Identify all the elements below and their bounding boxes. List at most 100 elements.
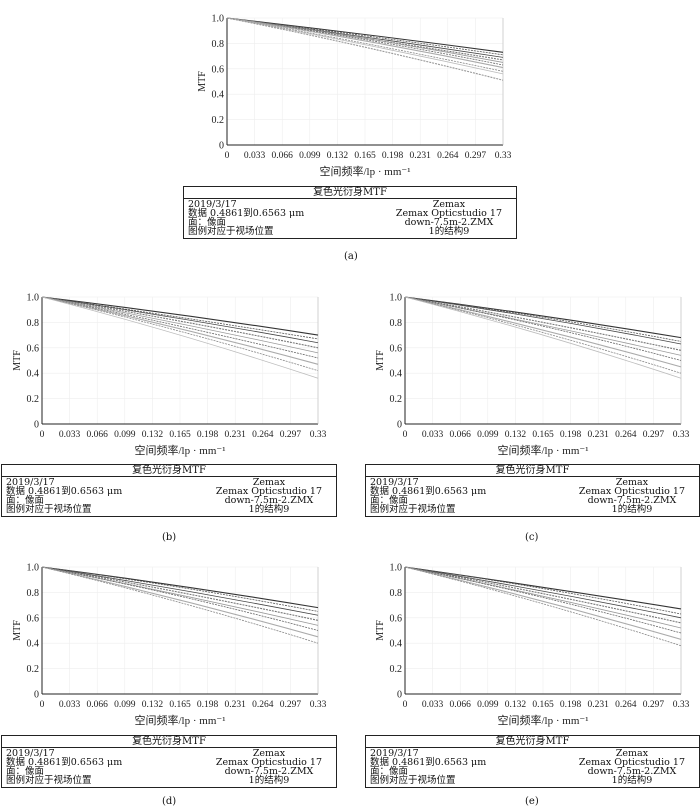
y-axis-label: MTF bbox=[197, 71, 208, 92]
legend-box: 复色光衍身MTF 2019/3/17 数据 0.4861到0.6563 μm 面：像面… bbox=[183, 186, 517, 239]
mtf-series-line bbox=[404, 566, 682, 629]
legend-source-line: 1的结构9 bbox=[611, 775, 653, 786]
legend-title: 复色光衍身MTF bbox=[184, 187, 516, 199]
legend-info-line: 图例对应于视场位置 bbox=[6, 775, 92, 786]
legend-source-line: Zemax Opticstudio 17 bbox=[395, 208, 502, 219]
legend-source-line: down-7.5m-2.ZMX bbox=[404, 217, 494, 228]
mtf-chart-3: 0 0.033 0.066 0.099 0.132 0.165 0.198 0.231 0.26… bbox=[12, 563, 327, 728]
legend-box: 复色光衍身MTF 2019/3/17 数据 0.4861到0.6563 μm 面：像面… bbox=[365, 464, 700, 517]
x-tick-label: 0.198 bbox=[560, 700, 582, 710]
legend-source-line: Zemax bbox=[615, 748, 649, 759]
x-tick-label: 0.297 bbox=[280, 700, 302, 710]
legend-info-line: 2019/3/17 bbox=[370, 477, 419, 488]
y-tick-label: 0.2 bbox=[390, 664, 403, 675]
mtf-series-line bbox=[41, 296, 319, 336]
mtf-chart-4: 0 0.033 0.066 0.099 0.132 0.165 0.198 0.231 0.26… bbox=[375, 563, 690, 728]
mtf-series-line bbox=[226, 17, 504, 53]
mtf-series-line bbox=[41, 566, 319, 616]
legend-info-line: 面：像面 bbox=[370, 495, 409, 506]
legend-info-line: 面：像面 bbox=[370, 766, 409, 777]
y-tick-label: 1.0 bbox=[27, 563, 40, 574]
mtf-series-line bbox=[404, 296, 682, 368]
y-tick-label: 0 bbox=[34, 690, 39, 701]
mtf-series-line bbox=[404, 296, 682, 342]
y-tick-label: 0 bbox=[219, 141, 224, 152]
legend-source-line: Zemax bbox=[252, 748, 286, 759]
legend-info-line: 数据 0.4861到0.6563 μm bbox=[370, 757, 487, 768]
mtf-series-line bbox=[404, 296, 682, 361]
y-tick-label: 1.0 bbox=[390, 563, 403, 574]
y-tick-label: 0.2 bbox=[390, 394, 403, 405]
mtf-series-line bbox=[404, 566, 682, 640]
legend-source-line: Zemax bbox=[252, 477, 286, 488]
legend-source-line: Zemax Opticstudio 17 bbox=[215, 486, 322, 497]
x-tick-label: 0.165 bbox=[532, 700, 554, 710]
legend-info-line: 数据 0.4861到0.6563 μm bbox=[370, 486, 487, 497]
x-tick-label: 0.066 bbox=[272, 151, 294, 161]
legend-info-line: 2019/3/17 bbox=[6, 748, 55, 759]
x-tick-label: 0.165 bbox=[169, 430, 191, 440]
legend-source-line: 1的结构9 bbox=[611, 504, 653, 515]
mtf-series-line bbox=[226, 17, 504, 56]
x-tick-label: 0.297 bbox=[465, 151, 487, 161]
x-tick-label: 0.198 bbox=[560, 430, 582, 440]
legend-title: 复色光衍身MTF bbox=[366, 736, 699, 748]
x-axis-label: 空间频率/lp · mm⁻¹ bbox=[498, 443, 589, 457]
y-tick-label: 0.8 bbox=[390, 588, 403, 599]
y-axis-label: MTF bbox=[12, 620, 23, 641]
y-tick-label: 0.6 bbox=[27, 343, 40, 354]
legend-info-line: 图例对应于视场位置 bbox=[370, 504, 456, 515]
legend-source-line: down-7.5m-2.ZMX bbox=[587, 495, 677, 506]
mtf-series-line bbox=[404, 296, 682, 379]
x-tick-label: 0 bbox=[225, 151, 230, 161]
x-tick-label: 0.066 bbox=[87, 430, 109, 440]
y-tick-label: 0.8 bbox=[27, 588, 40, 599]
y-tick-label: 1.0 bbox=[27, 293, 40, 304]
x-tick-label: 0.33 bbox=[310, 700, 327, 710]
x-tick-label: 0.264 bbox=[615, 430, 637, 440]
y-tick-label: 0.8 bbox=[390, 318, 403, 329]
x-tick-label: 0.165 bbox=[169, 700, 191, 710]
x-tick-label: 0.231 bbox=[410, 151, 432, 161]
x-tick-label: 0.132 bbox=[142, 700, 164, 710]
x-tick-label: 0.198 bbox=[382, 151, 404, 161]
x-tick-label: 0.099 bbox=[114, 700, 136, 710]
subfigure-caption: (b) bbox=[162, 532, 177, 543]
legend-source-line: Zemax Opticstudio 17 bbox=[578, 486, 685, 497]
x-tick-label: 0.231 bbox=[225, 700, 247, 710]
y-tick-label: 0.2 bbox=[27, 394, 40, 405]
legend-source-line: down-7.5m-2.ZMX bbox=[224, 495, 314, 506]
subfigure-caption: (a) bbox=[344, 251, 358, 262]
mtf-series-line bbox=[41, 296, 319, 349]
y-tick-label: 0.4 bbox=[27, 639, 40, 650]
legend-source-line: Zemax bbox=[432, 199, 466, 210]
x-tick-label: 0.066 bbox=[87, 700, 109, 710]
mtf-series-line bbox=[404, 296, 682, 356]
x-axis-label: 空间频率/lp · mm⁻¹ bbox=[135, 443, 226, 457]
x-tick-label: 0 bbox=[40, 700, 45, 710]
legend-info-line: 数据 0.4861到0.6563 μm bbox=[6, 757, 123, 768]
legend-title: 复色光衍身MTF bbox=[366, 465, 699, 477]
y-tick-label: 0.8 bbox=[212, 39, 225, 50]
x-tick-label: 0.033 bbox=[244, 151, 266, 161]
legend-box: 复色光衍身MTF 2019/3/17 数据 0.4861到0.6563 μm 面：像面… bbox=[1, 464, 337, 517]
legend-source-line: Zemax Opticstudio 17 bbox=[578, 757, 685, 768]
mtf-chart-0: 0 0.033 0.066 0.099 0.132 0.165 0.198 0.231 0.26… bbox=[197, 14, 512, 179]
x-tick-label: 0 bbox=[40, 430, 45, 440]
legend-info-line: 图例对应于视场位置 bbox=[6, 504, 92, 515]
x-tick-label: 0.33 bbox=[673, 700, 690, 710]
x-tick-label: 0.066 bbox=[450, 430, 472, 440]
mtf-series-line bbox=[404, 566, 682, 619]
x-axis-label: 空间频率/lp · mm⁻¹ bbox=[135, 713, 226, 727]
x-tick-label: 0.198 bbox=[197, 430, 219, 440]
legend-info-line: 面：像面 bbox=[6, 495, 45, 506]
legend-info-line: 数据 0.4861到0.6563 μm bbox=[6, 486, 123, 497]
x-tick-label: 0.033 bbox=[59, 430, 81, 440]
mtf-series-line bbox=[41, 296, 319, 340]
y-tick-label: 0.4 bbox=[390, 369, 403, 380]
mtf-series-line bbox=[226, 17, 504, 75]
legend-source-line: Zemax bbox=[615, 477, 649, 488]
mtf-series-line bbox=[226, 17, 504, 81]
mtf-series-line bbox=[41, 296, 319, 344]
y-axis-label: MTF bbox=[375, 620, 386, 641]
